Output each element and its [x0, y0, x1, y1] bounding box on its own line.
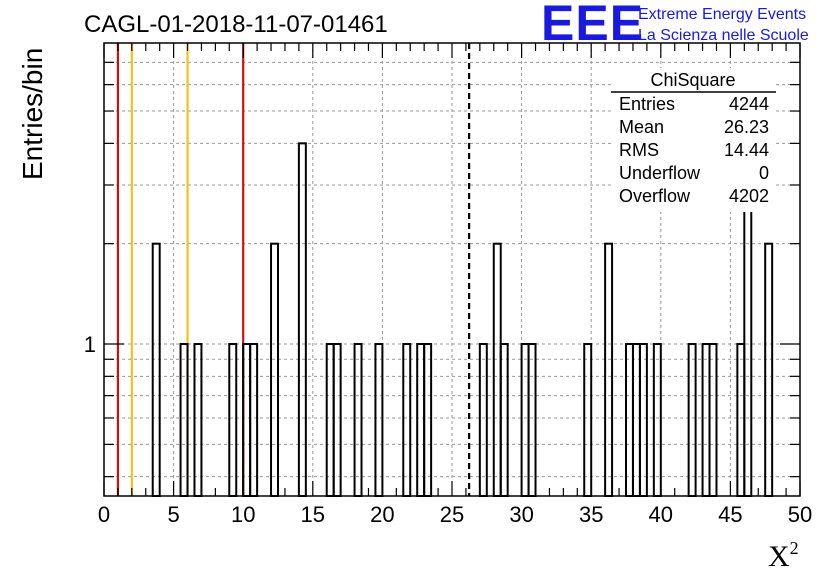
x-axis-title-superscript: 2	[790, 538, 799, 558]
stats-label: Overflow	[619, 186, 691, 206]
logo: EEE Extreme Energy Events La Scienza nel…	[541, 0, 809, 51]
x-axis-title-main: X	[768, 540, 790, 572]
stats-value: 14.44	[724, 140, 769, 160]
stats-value: 0	[759, 163, 769, 183]
logo-mark: EEE	[541, 0, 644, 51]
stats-label: Mean	[619, 117, 664, 137]
stats-label: RMS	[619, 140, 659, 160]
stats-box: ChiSquare Entries 4244 Mean 26.23 RMS 14.44 Un…	[611, 68, 776, 212]
x-tick-labels: 0 5 10 15 20 25 30 35 40 45 50	[98, 502, 812, 527]
grid-lines	[104, 43, 800, 496]
axes	[103, 42, 801, 497]
stats-rows: Entries 4244 Mean 26.23 RMS 14.44 Underflow 0 Ov…	[619, 94, 769, 206]
x-tick-label: 5	[167, 502, 179, 527]
x-tick-label: 15	[301, 502, 325, 527]
logo-line-2: La Scienza nelle Scuole	[638, 27, 809, 44]
x-tick-label: 25	[440, 502, 464, 527]
x-tick-label: 10	[231, 502, 255, 527]
x-tick-label: 35	[579, 502, 603, 527]
x-tick-label: 50	[788, 502, 812, 527]
x-tick-label: 45	[718, 502, 742, 527]
stats-value: 4244	[729, 94, 769, 114]
x-tick-label: 40	[649, 502, 673, 527]
stats-label: Entries	[619, 94, 675, 114]
stats-value: 4202	[729, 186, 769, 206]
logo-line-1: Extreme Energy Events	[638, 6, 806, 23]
stats-title: ChiSquare	[650, 70, 735, 90]
x-tick-label: 20	[370, 502, 394, 527]
chart-title: CAGL-01-2018-11-07-01461	[84, 11, 388, 38]
x-tick-label: 30	[509, 502, 533, 527]
y-axis-title: Entries/bin	[17, 48, 48, 180]
x-axis-title: X2	[768, 538, 799, 572]
stats-label: Underflow	[619, 163, 701, 183]
y-tick-labels: 1	[84, 332, 96, 357]
stats-value: 26.23	[724, 117, 769, 137]
x-tick-label: 0	[98, 502, 110, 527]
y-tick-label: 1	[84, 332, 96, 357]
